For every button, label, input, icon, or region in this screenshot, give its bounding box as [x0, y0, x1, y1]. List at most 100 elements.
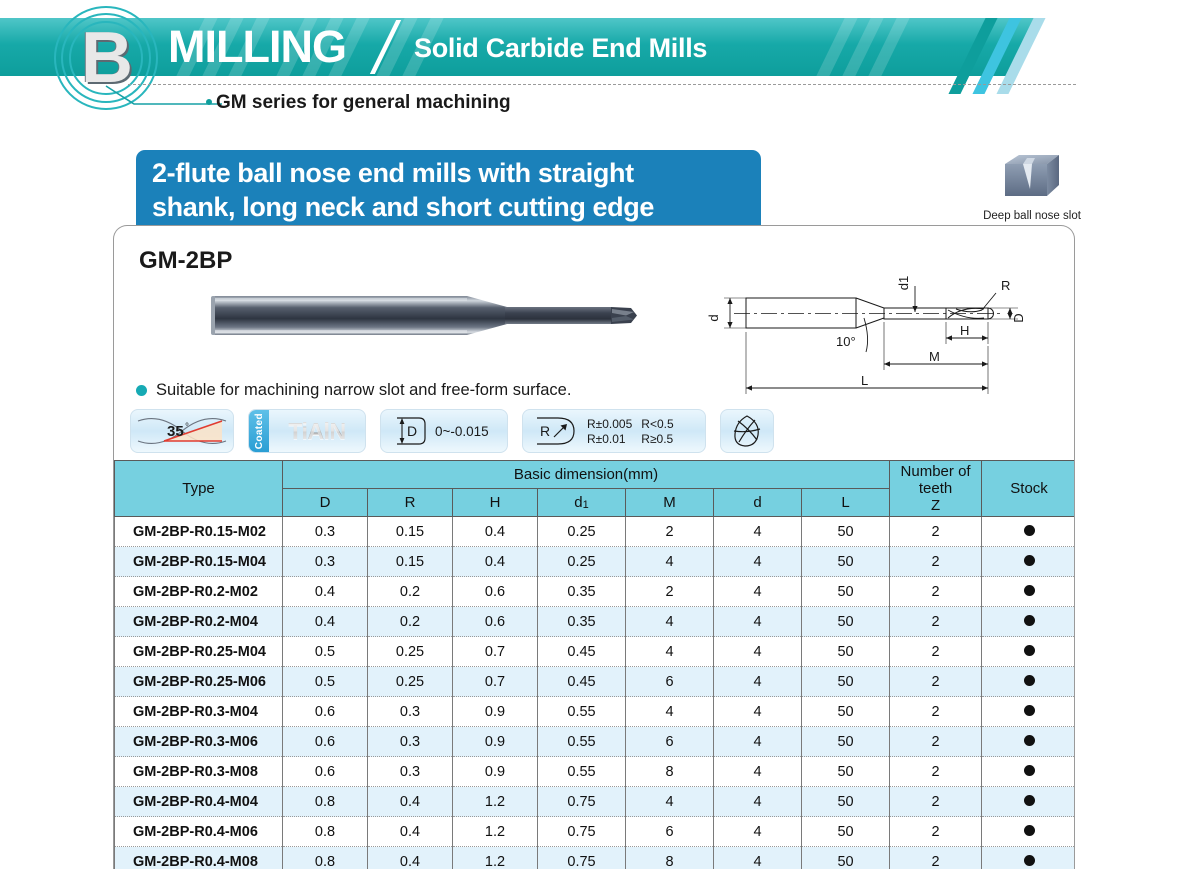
cell-d1: 0.55 [537, 696, 626, 727]
coated-strip: Coated [249, 410, 269, 452]
cell-type: GM-2BP-R0.25-M04 [114, 636, 283, 667]
cell-stock [981, 516, 1074, 547]
specification-table: Type Basic dimension(mm) Number of teeth… [114, 460, 1074, 869]
cell-type: GM-2BP-R0.2-M04 [114, 606, 283, 637]
cell-R: 0.15 [367, 516, 453, 547]
cell-M: 2 [625, 576, 714, 607]
header-band [0, 18, 1000, 76]
diameter-symbol-icon: D [397, 417, 426, 445]
cell-H: 0.9 [452, 726, 538, 757]
header-col-d: d [713, 488, 802, 517]
header-stock: Stock [981, 460, 1074, 517]
helix-angle-unit: ° [185, 422, 189, 433]
cell-d1: 0.25 [537, 516, 626, 547]
bullet-dot-icon [136, 385, 147, 396]
stock-dot-icon [1023, 554, 1035, 566]
stock-dot-icon [1023, 854, 1035, 866]
cell-Z: 2 [889, 666, 983, 697]
deep-slot-illustration: Deep ball nose slot [962, 152, 1102, 222]
dim-label-M: M [929, 349, 940, 364]
helix-angle-value: 35 [167, 423, 184, 440]
dim-label-D: D [1011, 313, 1026, 322]
flute-section-badge [720, 409, 774, 453]
dim-label-d1: d1 [896, 276, 911, 290]
cell-stock [981, 846, 1074, 869]
cell-H: 0.6 [452, 606, 538, 637]
corner-stripes [948, 18, 1085, 94]
cell-L: 50 [800, 516, 891, 547]
cell-d: 4 [713, 816, 802, 847]
cell-stock [981, 546, 1074, 577]
header-col-L: L [800, 488, 891, 517]
table-row: GM-2BP-R0.3-M08 0.6 0.3 0.9 0.55 8 4 50 2 [114, 756, 1074, 787]
cell-D: 0.6 [282, 756, 368, 787]
stock-dot-icon [1023, 584, 1035, 596]
cell-d1: 0.75 [537, 786, 626, 817]
cell-R: 0.3 [367, 756, 453, 787]
radius-symbol: R [540, 423, 550, 439]
cell-Z: 2 [889, 516, 983, 547]
cell-M: 8 [625, 756, 714, 787]
header-col-D: D [282, 488, 368, 517]
teeth-line-3: Z [930, 497, 941, 514]
page-subtitle: Solid Carbide End Mills [414, 33, 708, 63]
cell-M: 4 [625, 636, 714, 667]
product-banner-line1: 2-flute ball nose end mills with straigh… [152, 158, 634, 188]
cell-M: 4 [625, 606, 714, 637]
stock-dot-icon [1023, 614, 1035, 626]
product-code: GM-2BP [139, 247, 233, 274]
stock-dot-icon [1023, 824, 1035, 836]
stock-dot-icon [1023, 794, 1035, 806]
feature-bullet-text: Suitable for machining narrow slot and f… [156, 381, 572, 399]
cell-R: 0.4 [367, 786, 453, 817]
cell-L: 50 [800, 696, 891, 727]
cell-type: GM-2BP-R0.15-M04 [114, 546, 283, 577]
leader-dot [206, 99, 212, 105]
dim-label-L: L [861, 373, 868, 388]
cell-D: 0.5 [282, 636, 368, 667]
cell-L: 50 [800, 666, 891, 697]
radius-tol-2: R±0.01 [587, 431, 626, 446]
radius-cond-2: R≥0.5 [641, 431, 674, 446]
table-row: GM-2BP-R0.4-M04 0.8 0.4 1.2 0.75 4 4 50 2 [114, 786, 1074, 817]
stock-dot-icon [1023, 734, 1035, 746]
cell-L: 50 [800, 756, 891, 787]
diameter-tolerance-badge: D 0~-0.015 [380, 409, 508, 453]
cell-Z: 2 [889, 696, 983, 727]
stock-dot-icon [1023, 644, 1035, 656]
coated-label: Coated [253, 412, 265, 450]
page-title: MILLING [168, 21, 347, 72]
cell-d: 4 [713, 786, 802, 817]
cell-R: 0.2 [367, 606, 453, 637]
cell-M: 6 [625, 816, 714, 847]
header-col-M: M [625, 488, 714, 517]
header-basic-dimension: Basic dimension(mm) [281, 460, 891, 489]
cell-H: 0.9 [452, 756, 538, 787]
cell-D: 0.4 [282, 576, 368, 607]
logo-ring-outer [54, 6, 158, 110]
helix-angle-badge: 35 ° [130, 409, 234, 453]
cell-R: 0.2 [367, 576, 453, 607]
cell-d: 4 [713, 516, 802, 547]
stock-dot-icon [1023, 704, 1035, 716]
cell-type: GM-2BP-R0.25-M06 [114, 666, 283, 697]
cell-L: 50 [800, 636, 891, 667]
cell-d: 4 [713, 546, 802, 577]
coating-badge: Coated TiAlN [248, 409, 366, 453]
cell-H: 0.4 [452, 516, 538, 547]
cell-D: 0.8 [282, 786, 368, 817]
cell-L: 50 [800, 576, 891, 607]
cell-d: 4 [713, 666, 802, 697]
cell-R: 0.4 [367, 846, 453, 869]
cell-type: GM-2BP-R0.3-M04 [114, 696, 283, 727]
product-card: GM-2BP [113, 225, 1075, 869]
cell-Z: 2 [889, 636, 983, 667]
cell-Z: 2 [889, 726, 983, 757]
cell-d1: 0.75 [537, 846, 626, 869]
radius-tolerance-badge: R R±0.005 R<0.5 R±0.01 R≥0.5 [522, 409, 706, 453]
table-row: GM-2BP-R0.25-M04 0.5 0.25 0.7 0.45 4 4 50 2 [114, 636, 1074, 667]
stock-dot-icon [1023, 524, 1035, 536]
cell-stock [981, 756, 1074, 787]
radius-cond-1: R<0.5 [641, 416, 674, 431]
